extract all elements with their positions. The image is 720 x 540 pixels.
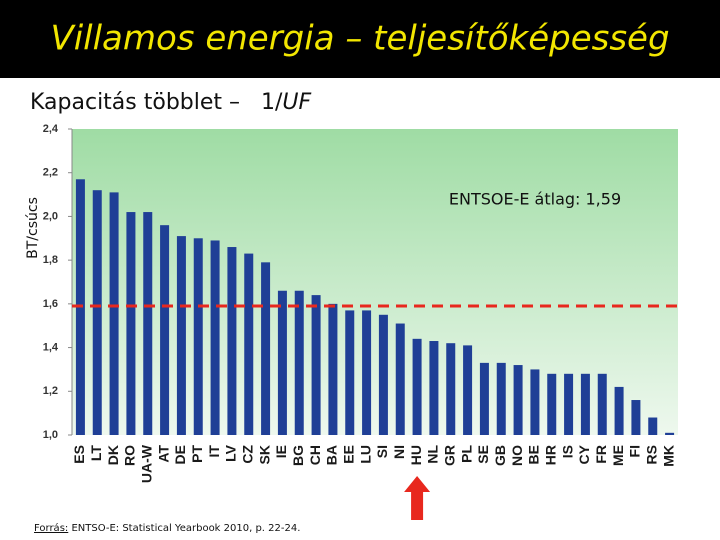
y-axis-label: BT/csúcs <box>25 197 41 259</box>
bar <box>463 345 473 435</box>
source: Forrás: ENTSO-E: Statistical Yearbook 20… <box>34 522 300 534</box>
bar <box>614 386 624 435</box>
x-tick-label: FI <box>627 445 643 457</box>
x-tick-label: RS <box>643 445 659 464</box>
x-tick-label: EE <box>340 445 356 464</box>
bar <box>345 310 355 435</box>
subtitle: Kapacitás többlet – 1/UF <box>30 90 312 115</box>
x-tick-label: SE <box>475 445 491 464</box>
x-tick-label: NI <box>391 445 407 459</box>
bar <box>597 373 607 435</box>
y-tick-label: 1,8 <box>43 254 58 266</box>
source-label: Forrás: <box>34 522 68 534</box>
bar <box>446 343 456 435</box>
x-tick-label: LT <box>88 445 104 462</box>
bar <box>530 369 540 435</box>
y-tick-label: 1,0 <box>43 429 58 441</box>
bar <box>547 373 557 435</box>
x-tick-label: LV <box>223 444 239 462</box>
x-tick-label: CH <box>307 445 323 465</box>
x-tick-label: FR <box>593 445 609 464</box>
x-tick-label: DE <box>172 445 188 464</box>
bar <box>631 400 641 435</box>
x-tick-label: PT <box>189 445 205 463</box>
bar <box>362 310 372 435</box>
bar <box>412 338 422 435</box>
x-tick-label: NL <box>425 445 441 464</box>
bar <box>126 212 136 435</box>
x-tick-label: ME <box>610 445 626 466</box>
x-tick-label: GB <box>492 445 508 466</box>
x-tick-label: AT <box>155 445 171 463</box>
x-tick-label: DK <box>105 445 121 465</box>
bar <box>244 253 254 435</box>
x-tick-label: HR <box>542 445 558 465</box>
bar <box>210 240 220 435</box>
bar <box>564 373 574 435</box>
x-tick-label: GR <box>441 445 457 466</box>
x-tick-label: CY <box>576 444 592 464</box>
bar <box>294 290 304 435</box>
x-tick-label: BA <box>324 445 340 465</box>
x-tick-label: NO <box>509 445 525 466</box>
x-tick-label: SI <box>374 445 390 458</box>
annotation: ENTSOE-E átlag: 1,59 <box>449 190 621 209</box>
bar <box>193 238 203 435</box>
subtitle-italic: UF <box>282 90 311 115</box>
bar <box>176 236 186 435</box>
plot-area <box>72 129 678 435</box>
bar <box>109 192 119 435</box>
bar <box>648 417 658 435</box>
x-tick-label: PL <box>458 445 474 463</box>
x-tick-label: IS <box>559 445 575 458</box>
bar <box>311 295 321 435</box>
bar <box>261 262 271 435</box>
bar <box>92 190 102 435</box>
bar <box>479 362 489 435</box>
x-tick-label: SK <box>256 445 272 464</box>
x-tick-label: MK <box>660 445 676 467</box>
x-tick-label: IT <box>206 445 222 458</box>
y-tick-label: 2,0 <box>43 210 58 222</box>
x-tick-label: UA-W <box>138 444 154 483</box>
x-tick-label: LU <box>357 445 373 464</box>
y-tick-label: 2,2 <box>43 167 58 179</box>
bar <box>395 323 405 435</box>
x-tick-label: HU <box>408 445 424 465</box>
x-tick-label: RO <box>122 445 138 466</box>
y-tick-label: 1,4 <box>43 341 59 353</box>
bar <box>227 247 237 435</box>
y-tick-label: 2,4 <box>43 123 59 135</box>
bar <box>143 212 153 435</box>
bar <box>277 290 287 435</box>
bar <box>160 225 170 435</box>
bar <box>328 303 338 435</box>
x-tick-label: BG <box>290 445 306 466</box>
bar <box>496 362 506 435</box>
highlight-arrow <box>404 476 431 520</box>
x-tick-label: CZ <box>239 445 255 464</box>
x-tick-label: BE <box>526 445 542 464</box>
subtitle-main: Kapacitás többlet – 1/ <box>30 90 283 115</box>
chart-title: Villamos energia – teljesítőképesség <box>50 19 669 59</box>
bar <box>378 314 388 435</box>
bar <box>665 432 675 435</box>
bar <box>429 341 439 435</box>
title-bar <box>0 0 720 78</box>
y-tick-label: 1,2 <box>43 385 58 397</box>
source-text: ENTSO-E: Statistical Yearbook 2010, p. 2… <box>68 523 300 534</box>
bar <box>580 373 590 435</box>
x-tick-label: ES <box>71 445 87 464</box>
x-tick-label: IE <box>273 445 289 458</box>
bar <box>513 365 523 435</box>
y-tick-label: 1,6 <box>43 298 58 310</box>
